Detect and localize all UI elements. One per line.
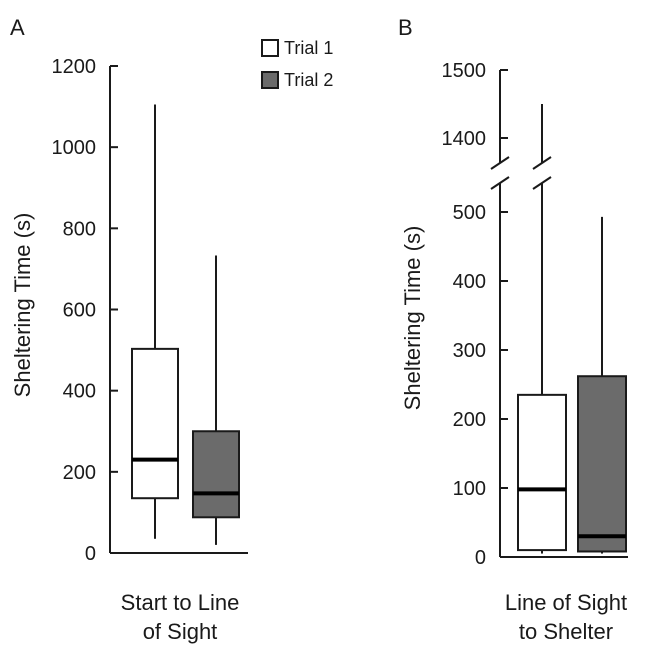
panel-b-axis-break-mark-axis-upper [490,156,510,170]
panel-a-y-tick-label: 400 [63,381,96,403]
panel-b-y-tick-label: 0 [475,547,486,569]
panel-a-y-tick-label: 0 [85,543,96,565]
panel-b-axis-break-mark-whisker-upper [532,156,552,170]
panel-b-x-label-line-1: Line of Sight [505,590,627,615]
panel-a-trial-2-box [192,430,240,519]
panel-a-y-tick-label: 800 [63,218,96,240]
panel-a-label: A [10,15,25,40]
legend-label-trial-2: Trial 2 [284,70,333,90]
legend-label-trial-1: Trial 1 [284,38,333,58]
legend-swatch-trial-2 [261,71,279,89]
panel-b-y-axis-title: Sheltering Time (s) [400,226,425,411]
panel-a-y-tick-label: 1000 [52,137,97,159]
panel-b-y-tick-label: 100 [453,478,486,500]
panel-a-trial-1-box [131,347,179,500]
panel-b-trial-1-box [517,393,567,552]
panel-a-x-label-line-1: Start to Line [121,590,240,615]
panel-b-axis-break-mark-whisker-lower [532,176,552,190]
panel-b-x-label-line-2: to Shelter [519,619,613,644]
panel-a-y-tick-label: 1200 [52,56,97,78]
panel-b-y-tick-label: 200 [453,409,486,431]
panel-b-y-tick-label: 300 [453,340,486,362]
panel-b-trial-2-box [577,375,627,553]
panel-b-y-tick-label: 400 [453,271,486,293]
panel-a-y-axis-title: Sheltering Time (s) [10,213,35,398]
legend-swatch-trial-1 [261,39,279,57]
panel-b: B Sheltering Time (s) Line of Sight to S… [398,15,628,644]
panel-a-y-tick-label: 200 [63,462,96,484]
panel-b-label: B [398,15,413,40]
panel-b-y-tick-label: 1500 [442,60,487,82]
panel-b-y-tick-label: 500 [453,202,486,224]
panel-b-y-tick-label: 1400 [442,128,487,150]
panel-a-y-tick-label: 600 [63,300,96,322]
panel-a: A Sheltering Time (s) Start to Line of S… [10,15,333,644]
panel-b-axis-break-mark-axis-lower [490,176,510,190]
panel-a-x-label-line-2: of Sight [143,619,218,644]
